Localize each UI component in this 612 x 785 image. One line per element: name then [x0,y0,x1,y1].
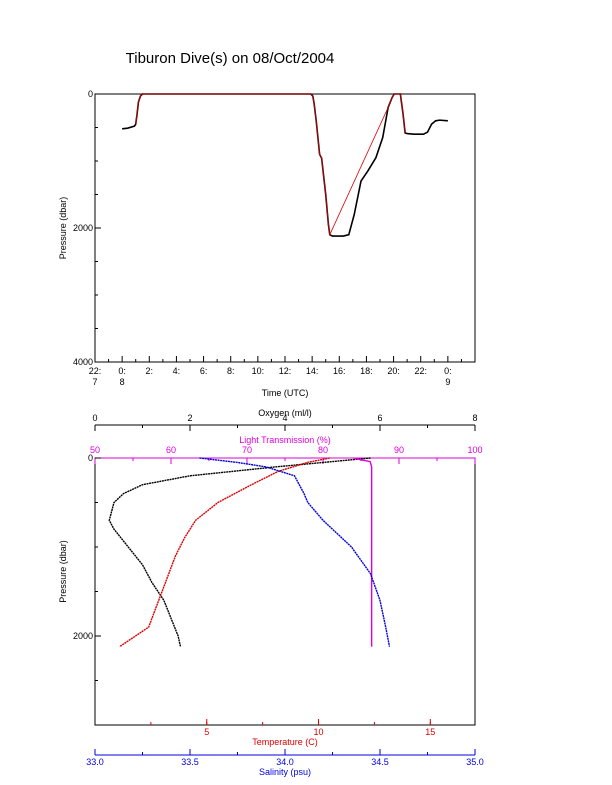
oxygen-tick-label: 2 [187,413,192,423]
light-transmission-tick-label: 90 [394,445,404,455]
x-tick-label: 0: [118,366,126,376]
salinity-profile-line [199,457,391,647]
x-tick-label: 12: [279,366,292,376]
x-tick-label: 22: [89,366,102,376]
y-tick-label: 0 [88,453,93,463]
depth-trace-line-0 [122,93,448,237]
x-tick-sublabel: 8 [120,377,125,387]
y-tick-label: 4000 [73,357,93,367]
x-tick-label: 18: [360,366,373,376]
salinity-tick-label: 34.0 [276,757,294,767]
x-tick-label: 6: [200,366,208,376]
salinity-tick-label: 33.0 [86,757,104,767]
x-tick-label: 20: [387,366,400,376]
salinity-tick-label: 33.5 [181,757,199,767]
oxygen-tick-label: 0 [92,413,97,423]
oxygen-tick-label: 4 [282,413,287,423]
x-tick-sublabel: 7 [92,377,97,387]
x-tick-label: 14: [306,366,319,376]
depth-trace-line-1 [135,93,406,237]
x-axis-label: Time (UTC) [262,388,309,398]
light-transmission-axis-label: Light Transmission (%) [239,435,331,445]
x-tick-label: 4: [173,366,181,376]
x-tick-sublabel: 9 [445,377,450,387]
y-tick-label: 2000 [73,631,93,641]
temperature-tick-label: 15 [425,727,435,737]
y-tick-label: 2000 [73,223,93,233]
temperature-tick-label: 10 [314,727,324,737]
chart-title: Tiburon Dive(s) on 08/Oct/2004 [125,50,335,67]
oxygen-tick-label: 6 [377,413,382,423]
salinity-tick-label: 35.0 [466,757,484,767]
x-tick-label: 8: [227,366,235,376]
light-transmission-tick-label: 50 [90,445,100,455]
light-transmission-profile-line [353,457,373,647]
plot-frame [94,457,476,726]
oxygen-profile-line [108,457,371,647]
light-transmission-tick-label: 80 [318,445,328,455]
temperature-tick-label: 5 [204,727,209,737]
x-tick-label: 22: [414,366,427,376]
x-tick-label: 2: [146,366,154,376]
x-tick-label: 10: [252,366,265,376]
x-tick-label: 0: [444,366,452,376]
oxygen-tick-label: 8 [472,413,477,423]
light-transmission-tick-label: 70 [242,445,252,455]
x-tick-label: 16: [333,366,346,376]
y-axis-label: Pressure (dbar) [58,540,68,603]
oxygen-axis-label: Oxygen (ml/l) [258,408,312,418]
light-transmission-tick-label: 60 [166,445,176,455]
y-axis-label: Pressure (dbar) [58,197,68,260]
temperature-axis-label: Temperature (C) [252,737,318,747]
salinity-tick-label: 34.5 [371,757,389,767]
y-tick-label: 0 [88,89,93,99]
salinity-axis-label: Salinity (psu) [259,767,311,777]
temperature-profile-line [119,457,330,648]
light-transmission-tick-label: 100 [467,445,482,455]
